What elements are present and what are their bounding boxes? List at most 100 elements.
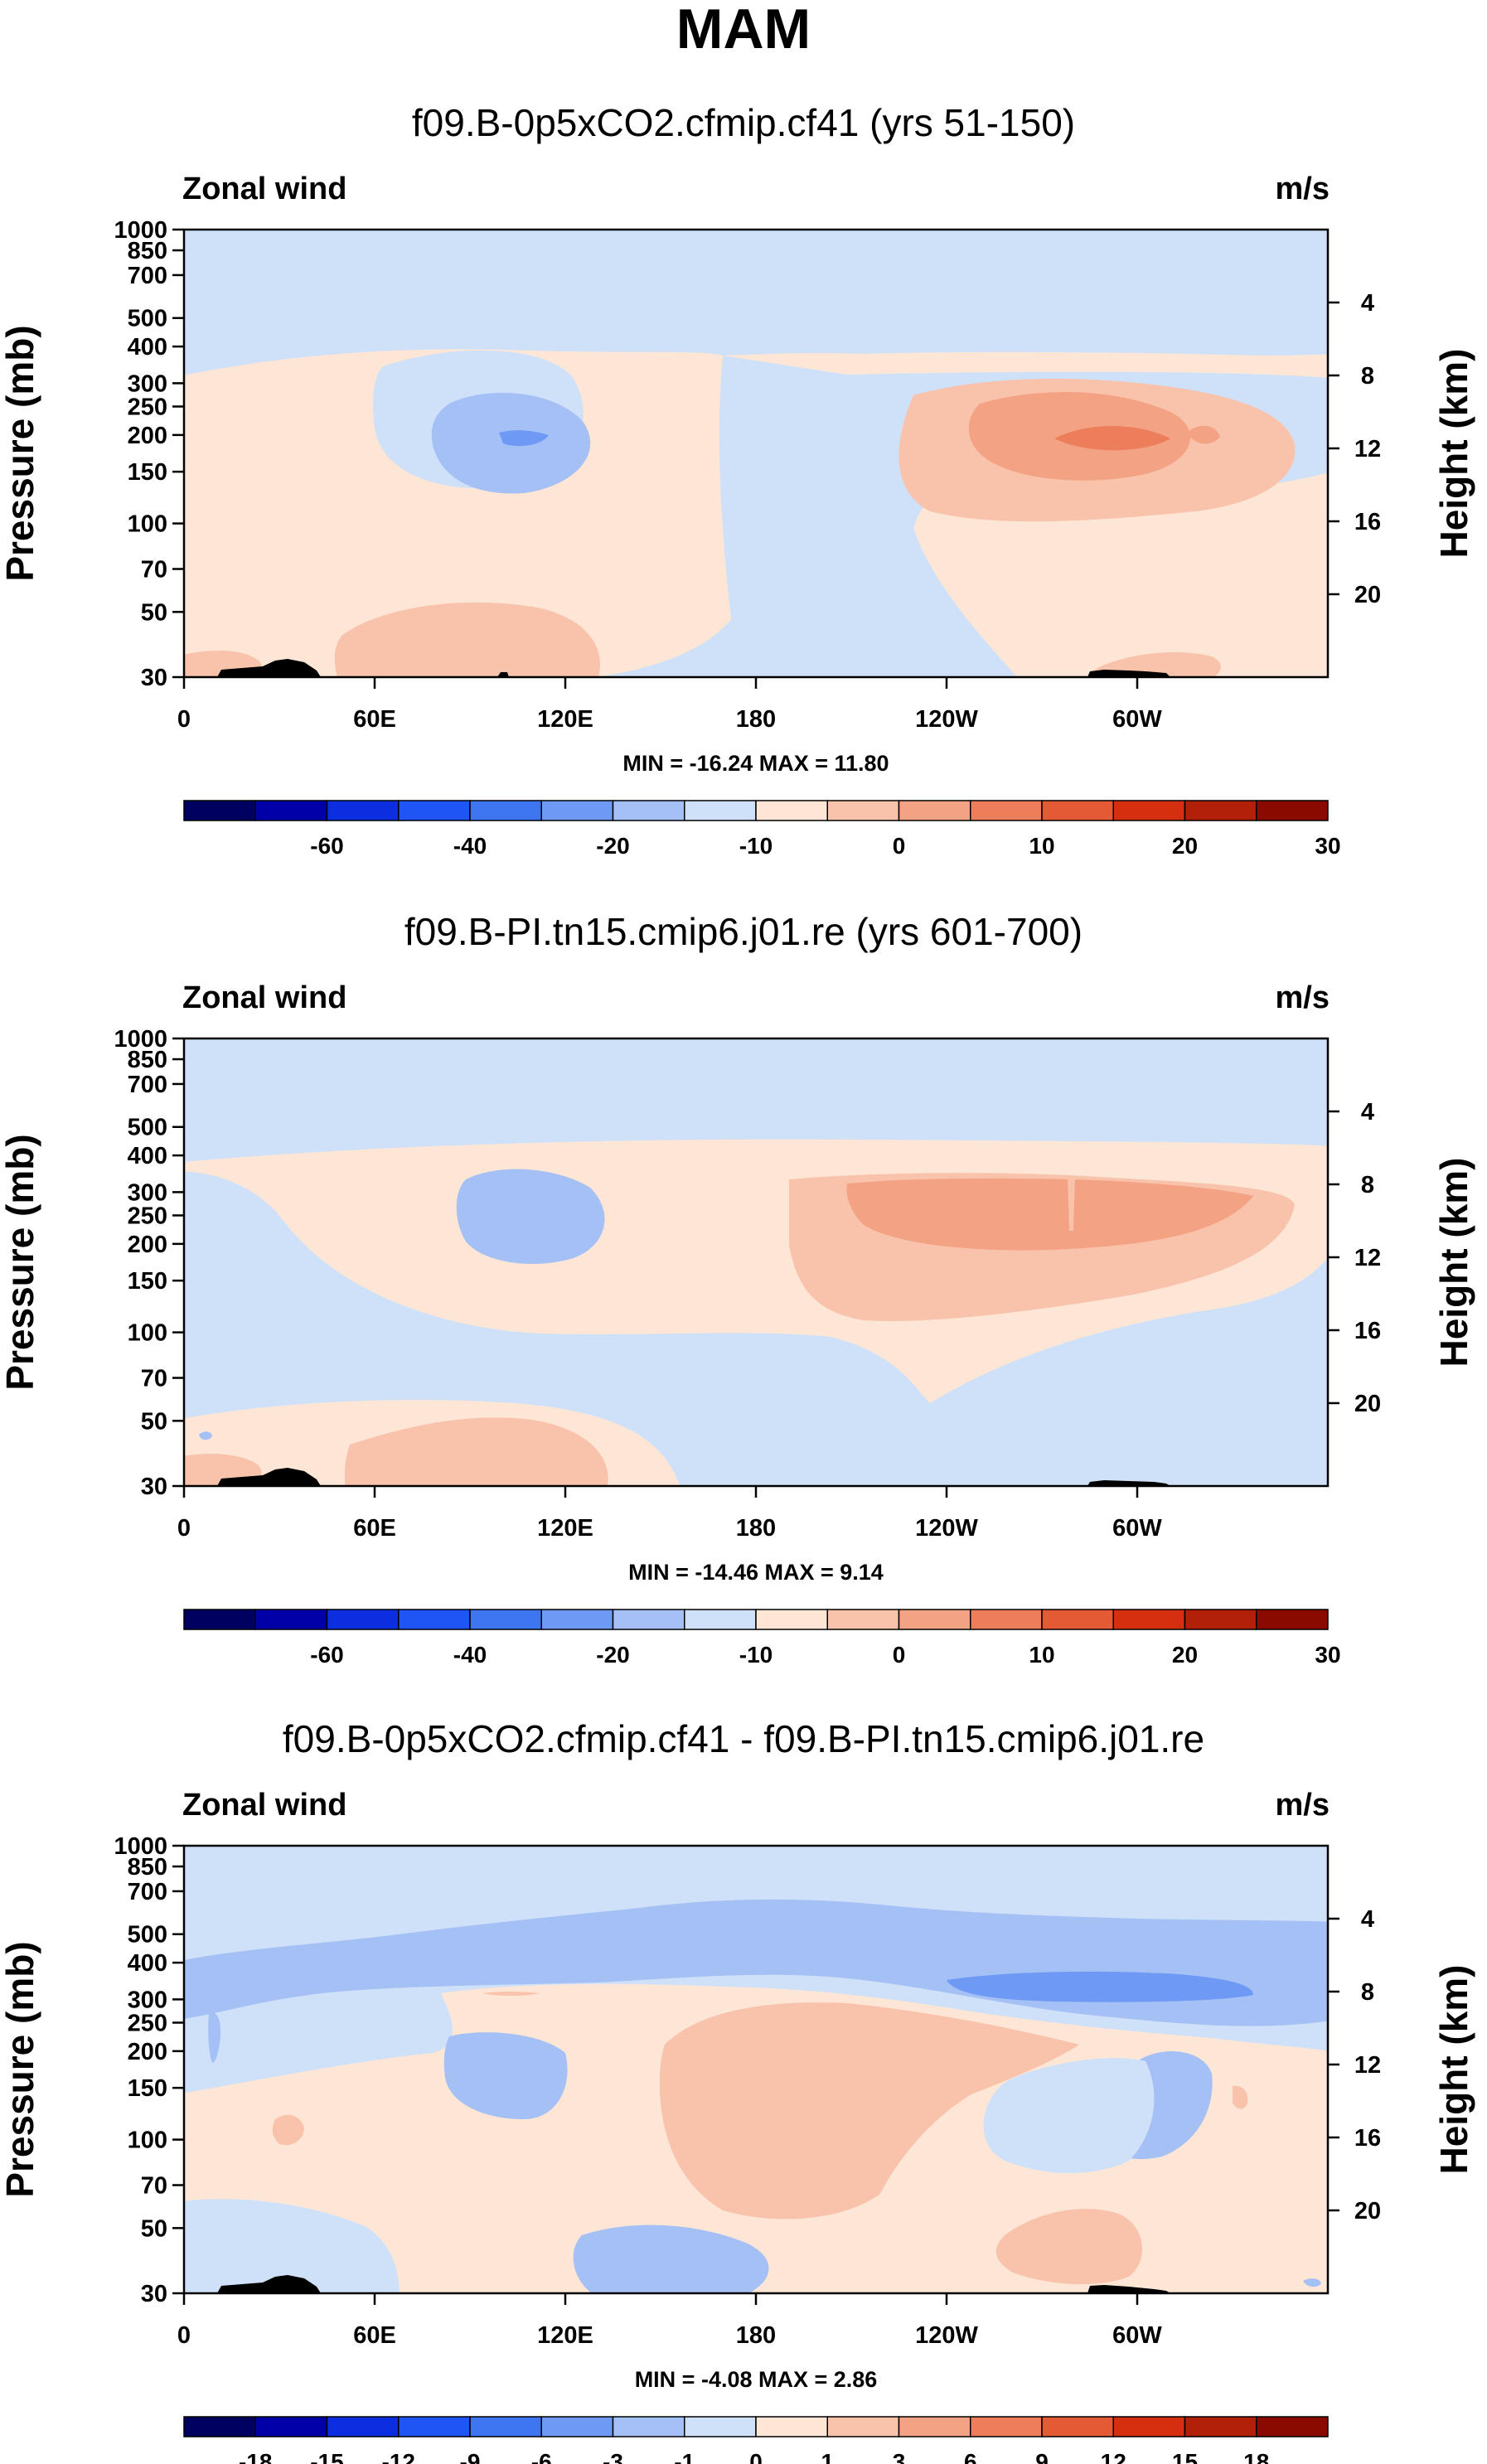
- panel-3-pos-right-bar: [1233, 2085, 1248, 2109]
- panel-1-ytick-label-300: 300: [128, 370, 167, 397]
- colorbar-2-box-1: [254, 1609, 328, 1630]
- panel-3-ytick-label-250: 250: [128, 2010, 167, 2036]
- colorbar-2-box-9: [826, 1609, 900, 1630]
- panel-3-ytick-label-500: 500: [128, 1922, 167, 1948]
- panel-3-htick-label-20: 20: [1354, 2198, 1381, 2224]
- colorbar-2-box-12: [1041, 1609, 1114, 1630]
- colorbar-2-label-3: -10: [739, 1642, 773, 1668]
- panel-3-ytick-label-850: 850: [128, 1854, 167, 1881]
- panel-1-jet-secondary: [1187, 425, 1220, 444]
- colorbar-2-label-4: 0: [893, 1642, 906, 1668]
- colorbar-3-box-3: [398, 2416, 471, 2437]
- panel-1-ytick-label-70: 70: [141, 557, 167, 583]
- panel-1-variable-label: Zonal wind: [182, 172, 346, 206]
- panel-2-ytick-label-200: 200: [128, 1232, 167, 1258]
- panel-3-ytick-label-70: 70: [141, 2173, 167, 2200]
- panel-1-ytick-label-150: 150: [128, 459, 167, 486]
- colorbar-1-label-2: -20: [596, 833, 629, 859]
- colorbar-2-box-13: [1112, 1609, 1186, 1630]
- panel-1-xtick-label-3: 180: [736, 706, 776, 733]
- panel-2-htick-label-16: 16: [1354, 1318, 1381, 1344]
- colorbar-3-label-10: 6: [964, 2449, 977, 2464]
- colorbar-2-box-2: [326, 1609, 400, 1630]
- panel-2-ytick-label-300: 300: [128, 1179, 167, 1206]
- colorbar-1-box-2: [326, 800, 400, 821]
- colorbar-3-label-3: -9: [460, 2449, 481, 2464]
- colorbar-1-box-10: [898, 800, 971, 821]
- colorbar-1-label-6: 20: [1172, 833, 1198, 859]
- panel-3-ytick-label-200: 200: [128, 2039, 167, 2065]
- panel-1-ylabel-right: Height (km): [1432, 349, 1475, 559]
- colorbar-1-box-0: [183, 800, 256, 821]
- panel-1-xtick-label-4: 120W: [915, 706, 978, 733]
- panel-1-ytick-label-850: 850: [128, 238, 167, 264]
- colorbar-2-label-2: -20: [596, 1642, 629, 1668]
- panel-3: f09.B-0p5xCO2.cfmip.cf41 - f09.B-PI.tn15…: [0, 1717, 1475, 2464]
- panel-3-htick-label-12: 12: [1354, 2052, 1381, 2079]
- panel-1-ytick-label-400: 400: [128, 334, 167, 361]
- panel-1-htick-label-4: 4: [1361, 290, 1374, 317]
- panel-3-units-label: m/s: [1276, 1788, 1330, 1823]
- colorbar-2-box-0: [183, 1609, 256, 1630]
- colorbar-3-box-2: [326, 2416, 400, 2437]
- colorbar-2-box-4: [469, 1609, 542, 1630]
- panel-1-htick-label-12: 12: [1354, 436, 1381, 462]
- panel-2-ytick-label-250: 250: [128, 1203, 167, 1229]
- panel-2-ytick-label-850: 850: [128, 1047, 167, 1073]
- panel-3-xtick-label-0: 0: [177, 2322, 191, 2349]
- panel-3-htick-label-4: 4: [1361, 1906, 1374, 1933]
- panel-2-xtick-label-1: 60E: [353, 1515, 396, 1542]
- colorbar-1-box-11: [970, 800, 1043, 821]
- colorbar-1-box-5: [540, 800, 614, 821]
- colorbar-1-box-7: [684, 800, 757, 821]
- panel-3-ytick-label-150: 150: [128, 2075, 167, 2102]
- colorbar-2-box-5: [540, 1609, 614, 1630]
- panel-1-ytick-label-250: 250: [128, 394, 167, 420]
- panel-3-ytick-label-400: 400: [128, 1950, 167, 1977]
- colorbar-3-box-4: [469, 2416, 542, 2437]
- panel-1-lowlevel-westerly: [334, 602, 600, 677]
- panel-2-terrain: [217, 1468, 1170, 1486]
- panel-1-xtick-label-5: 60W: [1112, 706, 1162, 733]
- panel-2-variable-label: Zonal wind: [182, 980, 346, 1015]
- panel-1-htick-label-8: 8: [1361, 363, 1374, 390]
- panel-3-pos-small-left: [272, 2114, 304, 2146]
- colorbar-3-label-11: 9: [1035, 2449, 1049, 2464]
- colorbar-2-box-8: [755, 1609, 828, 1630]
- panel-2-easterly-left: [184, 1184, 219, 1387]
- colorbar-3-label-4: -6: [531, 2449, 552, 2464]
- panel-1-colorbar: -60 -40 -20 -10 0 10 20 30: [183, 800, 1341, 859]
- panel-2-units-label: m/s: [1276, 980, 1330, 1015]
- colorbar-2-box-11: [970, 1609, 1043, 1630]
- colorbar-1-box-1: [254, 800, 328, 821]
- panel-1-ytick-label-500: 500: [128, 306, 167, 332]
- panel-2-notch: [1068, 1178, 1075, 1231]
- colorbar-2-box-10: [898, 1609, 971, 1630]
- colorbar-3-label-6: -1: [674, 2449, 695, 2464]
- figure-title: MAM: [676, 0, 811, 61]
- panel-3-plot: [182, 1844, 1330, 2295]
- colorbar-3-label-13: 15: [1172, 2449, 1198, 2464]
- colorbar-2-label-7: 30: [1315, 1642, 1340, 1668]
- colorbar-3-label-8: 1: [821, 2449, 834, 2464]
- panel-3-neg-core: [947, 1971, 1253, 2002]
- colorbar-1-box-9: [826, 800, 900, 821]
- colorbar-3-box-6: [612, 2416, 685, 2437]
- panel-1-ytick-label-100: 100: [128, 511, 167, 538]
- colorbar-1-box-4: [469, 800, 542, 821]
- panel-2-plot: [182, 1037, 1330, 1488]
- colorbar-2-box-6: [612, 1609, 685, 1630]
- panel-1-units-label: m/s: [1276, 172, 1330, 206]
- panel-3-xtick-label-1: 60E: [353, 2322, 396, 2349]
- colorbar-2-label-1: -40: [453, 1642, 487, 1668]
- panel-3-ytick-label-50: 50: [141, 2215, 167, 2242]
- colorbar-1-box-6: [612, 800, 685, 821]
- colorbar-2-box-14: [1184, 1609, 1257, 1630]
- panel-2-ytick-label-500: 500: [128, 1115, 167, 1141]
- panel-3-htick-label-16: 16: [1354, 2125, 1381, 2152]
- panel-1-htick-label-16: 16: [1354, 509, 1381, 535]
- colorbar-2-label-5: 10: [1029, 1642, 1054, 1668]
- colorbar-3-label-12: 12: [1101, 2449, 1126, 2464]
- panel-2-ytick-label-150: 150: [128, 1268, 167, 1295]
- panel-3-ytick-label-300: 300: [128, 1987, 167, 2013]
